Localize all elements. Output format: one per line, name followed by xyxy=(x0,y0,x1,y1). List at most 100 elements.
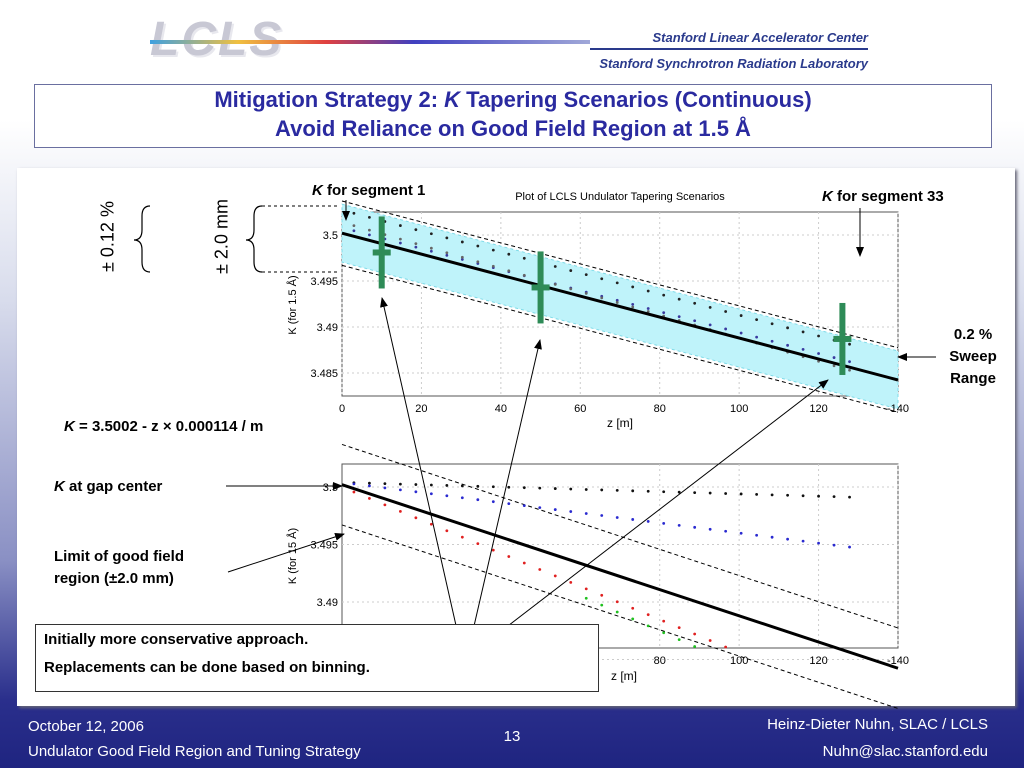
scenario-dot xyxy=(755,493,759,496)
scenario-dot xyxy=(569,269,573,272)
scenario-dot xyxy=(724,645,728,649)
scenario-dot xyxy=(476,484,480,488)
chart2-taper-line xyxy=(341,483,899,670)
arrow-note-seg33 xyxy=(473,379,829,653)
scenario-dot xyxy=(553,508,557,511)
scenario-dot xyxy=(817,494,820,498)
institution-ssrl: Stanford Synchrotron Radiation Laborator… xyxy=(599,56,868,71)
scenario-dot xyxy=(445,484,449,487)
chart1-xlabel: z [m] xyxy=(607,416,633,430)
scenario-dot xyxy=(801,494,805,498)
scenario-dot xyxy=(507,555,511,558)
k-segment-33-label: K for segment 33 xyxy=(822,188,944,205)
page-number: 13 xyxy=(503,728,521,745)
k-gap-center-label: K at gap center xyxy=(54,478,162,495)
segment-center-tick xyxy=(531,284,550,291)
scenario-dot xyxy=(445,236,449,240)
x-tick-label: -140 xyxy=(887,403,909,415)
sweep-line-3: Range xyxy=(950,370,996,387)
scenario-dot xyxy=(662,631,666,635)
scenario-dot xyxy=(646,310,650,313)
scenario-dot xyxy=(693,319,697,323)
scenario-dot xyxy=(801,348,805,351)
scenario-dot xyxy=(662,619,666,623)
footer-email: Nuhn@slac.stanford.edu xyxy=(822,743,988,760)
note-box: Initially more conservative approach. Re… xyxy=(35,624,599,692)
chart1-segment-markers xyxy=(372,216,852,375)
limit-good-field-label: Limit of good field region (±2.0 mm) xyxy=(54,546,184,590)
scenario-dot xyxy=(553,487,557,490)
scenario-dot xyxy=(615,281,619,285)
scenario-dot xyxy=(631,617,635,621)
title-line-2: Avoid Reliance on Good Field Region at 1… xyxy=(275,116,751,141)
scenario-dot xyxy=(507,269,511,273)
tol-percent-label-wrap: ± 0.12 % xyxy=(92,190,122,290)
y-tick-label: 3.49 xyxy=(317,597,338,609)
scenario-dot xyxy=(662,311,666,314)
scenario-dot xyxy=(445,494,449,498)
scenario-dot xyxy=(429,232,433,236)
scenario-dot xyxy=(584,512,588,515)
scenario-dot xyxy=(708,527,712,531)
scenario-dot xyxy=(662,490,666,494)
scenario-dot xyxy=(739,531,743,535)
formula-k: K xyxy=(64,418,75,435)
x-tick-label: 40 xyxy=(495,403,507,415)
scenario-dot xyxy=(724,310,728,313)
scenario-dot xyxy=(677,523,681,527)
y-tick-label: 3.495 xyxy=(310,276,338,288)
scenario-dot xyxy=(693,301,697,305)
scenario-dot xyxy=(646,307,650,310)
scenario-dot xyxy=(553,265,557,268)
chart2-axes-box xyxy=(341,463,899,649)
scenario-dot xyxy=(615,488,619,492)
scenario-dot xyxy=(538,568,542,571)
y-tick-label: 3.495 xyxy=(310,540,338,552)
segment-center-tick xyxy=(372,249,391,256)
y-tick-label: 3.485 xyxy=(310,368,338,380)
title-suffix: Tapering Scenarios (Continuous) xyxy=(460,87,812,112)
k-seg33-k: K xyxy=(822,188,833,205)
scenario-dot xyxy=(631,518,635,521)
scenario-dot xyxy=(398,488,402,492)
scenario-dot xyxy=(507,252,511,256)
scenario-dot xyxy=(460,535,464,539)
scenario-dot xyxy=(817,334,820,338)
scenario-dot xyxy=(507,485,511,489)
institution-slac: Stanford Linear Accelerator Center xyxy=(652,30,868,45)
scenario-dot xyxy=(693,525,697,529)
x-tick-label: 20 xyxy=(415,403,427,415)
scenario-dot xyxy=(352,490,356,494)
tapering-chart-top: 0 20 40 60 80 100 120 -140 3.5 3.495 3.49 3.485 Pl… xyxy=(286,191,909,430)
scenario-dot xyxy=(786,537,789,541)
scenario-dot xyxy=(677,638,681,642)
scenario-dot xyxy=(631,285,635,289)
k-gap-k: K xyxy=(54,478,65,495)
scenario-dot xyxy=(600,488,604,492)
scenario-dot xyxy=(755,318,759,322)
scenario-dot xyxy=(615,301,619,304)
scenario-dot xyxy=(491,548,495,552)
scenario-dot xyxy=(414,516,418,520)
scenario-dot xyxy=(584,596,588,600)
chart1-taper-line xyxy=(341,231,899,382)
logo-color-bar xyxy=(150,40,590,44)
chart1-x-ticks: 0 20 40 60 80 100 120 -140 xyxy=(339,403,909,415)
scenario-dot xyxy=(615,600,619,604)
scenario-dot xyxy=(538,486,542,490)
k-seg1-rest: for segment 1 xyxy=(322,182,426,199)
scenario-dot xyxy=(383,503,387,507)
scenario-dot xyxy=(693,491,697,495)
y-tick-label: 3.5 xyxy=(323,230,338,242)
k-gap-rest: at gap center xyxy=(64,478,163,495)
scenario-dot xyxy=(368,481,371,485)
tol-percent-brace xyxy=(133,205,151,273)
scenario-dot xyxy=(553,282,557,286)
scenario-dot xyxy=(755,335,759,339)
scenario-dot xyxy=(786,326,789,330)
scenario-dot xyxy=(600,593,604,597)
scenario-dot xyxy=(352,211,356,215)
scenario-dot xyxy=(662,293,666,297)
scenario-dot xyxy=(414,242,418,246)
scenario-dot xyxy=(368,228,371,232)
